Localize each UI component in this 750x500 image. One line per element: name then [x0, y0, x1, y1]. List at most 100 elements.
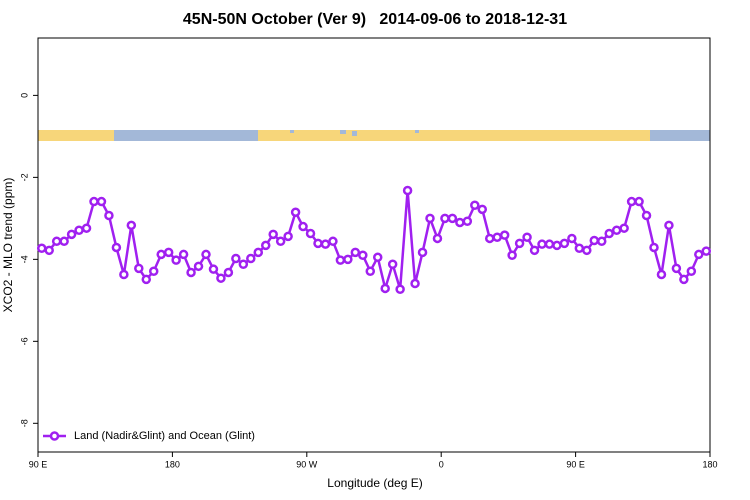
- data-point: [335, 255, 346, 265]
- data-point: [544, 239, 555, 249]
- data-point: [447, 213, 458, 224]
- data-point: [253, 247, 264, 258]
- data-point: [589, 235, 600, 246]
- data-point: [163, 247, 174, 258]
- data-point: [649, 242, 659, 253]
- data-point: [89, 196, 99, 207]
- data-point: [134, 263, 144, 274]
- legend-marker: [49, 431, 60, 441]
- data-point: [537, 239, 547, 249]
- legend-label: Land (Nadir&Glint) and Ocean (Glint): [74, 430, 255, 442]
- data-point: [74, 225, 84, 235]
- data-point: [208, 264, 219, 274]
- data-point: [686, 266, 697, 276]
- y-tick-label: -2: [19, 173, 29, 181]
- data-point: [201, 249, 211, 260]
- data-point: [395, 284, 405, 295]
- chart-title: 45N-50N October (Ver 9) 2014-09-06 to 20…: [183, 11, 567, 28]
- data-point: [298, 221, 308, 232]
- data-point: [529, 245, 540, 256]
- x-tick-label: 180: [165, 459, 180, 469]
- data-point: [268, 229, 278, 240]
- data-point: [679, 274, 689, 285]
- data-point: [365, 266, 376, 276]
- data-point: [305, 228, 316, 239]
- data-point: [402, 185, 413, 196]
- data-point: [238, 259, 249, 270]
- data-point: [522, 232, 532, 242]
- data-point: [477, 204, 488, 215]
- data-point: [664, 220, 674, 231]
- data-point: [671, 263, 682, 274]
- data-point: [283, 231, 293, 242]
- x-axis-label: Longitude (deg E): [327, 476, 422, 490]
- data-point: [320, 239, 331, 249]
- data-point: [186, 267, 196, 278]
- data-point: [193, 261, 204, 272]
- data-point: [410, 278, 420, 289]
- y-tick-label: -6: [19, 337, 29, 345]
- y-tick-label: 0: [19, 93, 29, 98]
- data-point: [96, 196, 107, 207]
- land-ocean-strip: [38, 130, 710, 141]
- data-point: [350, 247, 361, 258]
- data-point: [141, 274, 152, 285]
- data-point: [380, 283, 390, 294]
- data-point: [559, 238, 570, 249]
- data-point: [440, 213, 450, 224]
- data-point: [432, 233, 443, 244]
- data-point: [66, 229, 77, 240]
- y-axis-label: XCO2 - MLO trend (ppm): [1, 178, 15, 313]
- data-point: [634, 196, 644, 207]
- x-tick-label: 0: [439, 459, 444, 469]
- data-point: [417, 247, 428, 258]
- data-point: [619, 223, 629, 233]
- data-point: [596, 236, 607, 247]
- data-point: [36, 243, 47, 254]
- data-point: [313, 238, 323, 249]
- data-point: [567, 233, 577, 244]
- data-point: [111, 242, 122, 253]
- y-tick-label: -8: [19, 419, 29, 427]
- data-point: [290, 207, 301, 217]
- data-point: [260, 240, 271, 251]
- data-point: [119, 269, 129, 280]
- y-tick-label: -4: [19, 255, 29, 263]
- x-tick-label: 90 E: [29, 459, 48, 469]
- data-point: [44, 245, 54, 256]
- data-point: [223, 267, 234, 278]
- data-point: [701, 246, 712, 256]
- data-point: [372, 252, 383, 263]
- x-tick-label: 180: [702, 459, 717, 469]
- data-point: [171, 255, 181, 265]
- data-line: [41, 190, 707, 294]
- data-point: [604, 228, 614, 239]
- data-point: [626, 196, 637, 207]
- data-point: [462, 216, 473, 226]
- data-point: [216, 273, 226, 283]
- data-point: [387, 259, 398, 270]
- data-point: [231, 253, 241, 264]
- data-point: [275, 236, 286, 247]
- data-point: [470, 200, 480, 210]
- data-point: [156, 249, 166, 260]
- data-point: [104, 210, 114, 221]
- data-point: [246, 253, 256, 264]
- data-point: [552, 240, 562, 251]
- data-point: [611, 225, 622, 235]
- x-tick-label: 90 E: [566, 459, 585, 469]
- data-point: [492, 232, 502, 242]
- data-point: [641, 210, 652, 221]
- data-point: [514, 238, 525, 249]
- data-point: [582, 245, 592, 256]
- data-point: [574, 243, 585, 254]
- data-point: [328, 236, 338, 247]
- data-point: [343, 254, 353, 265]
- data-point: [358, 250, 368, 260]
- data-point: [499, 230, 510, 240]
- data-point: [126, 220, 137, 231]
- data-point: [694, 249, 704, 260]
- data-point: [507, 250, 517, 260]
- data-point: [51, 236, 62, 247]
